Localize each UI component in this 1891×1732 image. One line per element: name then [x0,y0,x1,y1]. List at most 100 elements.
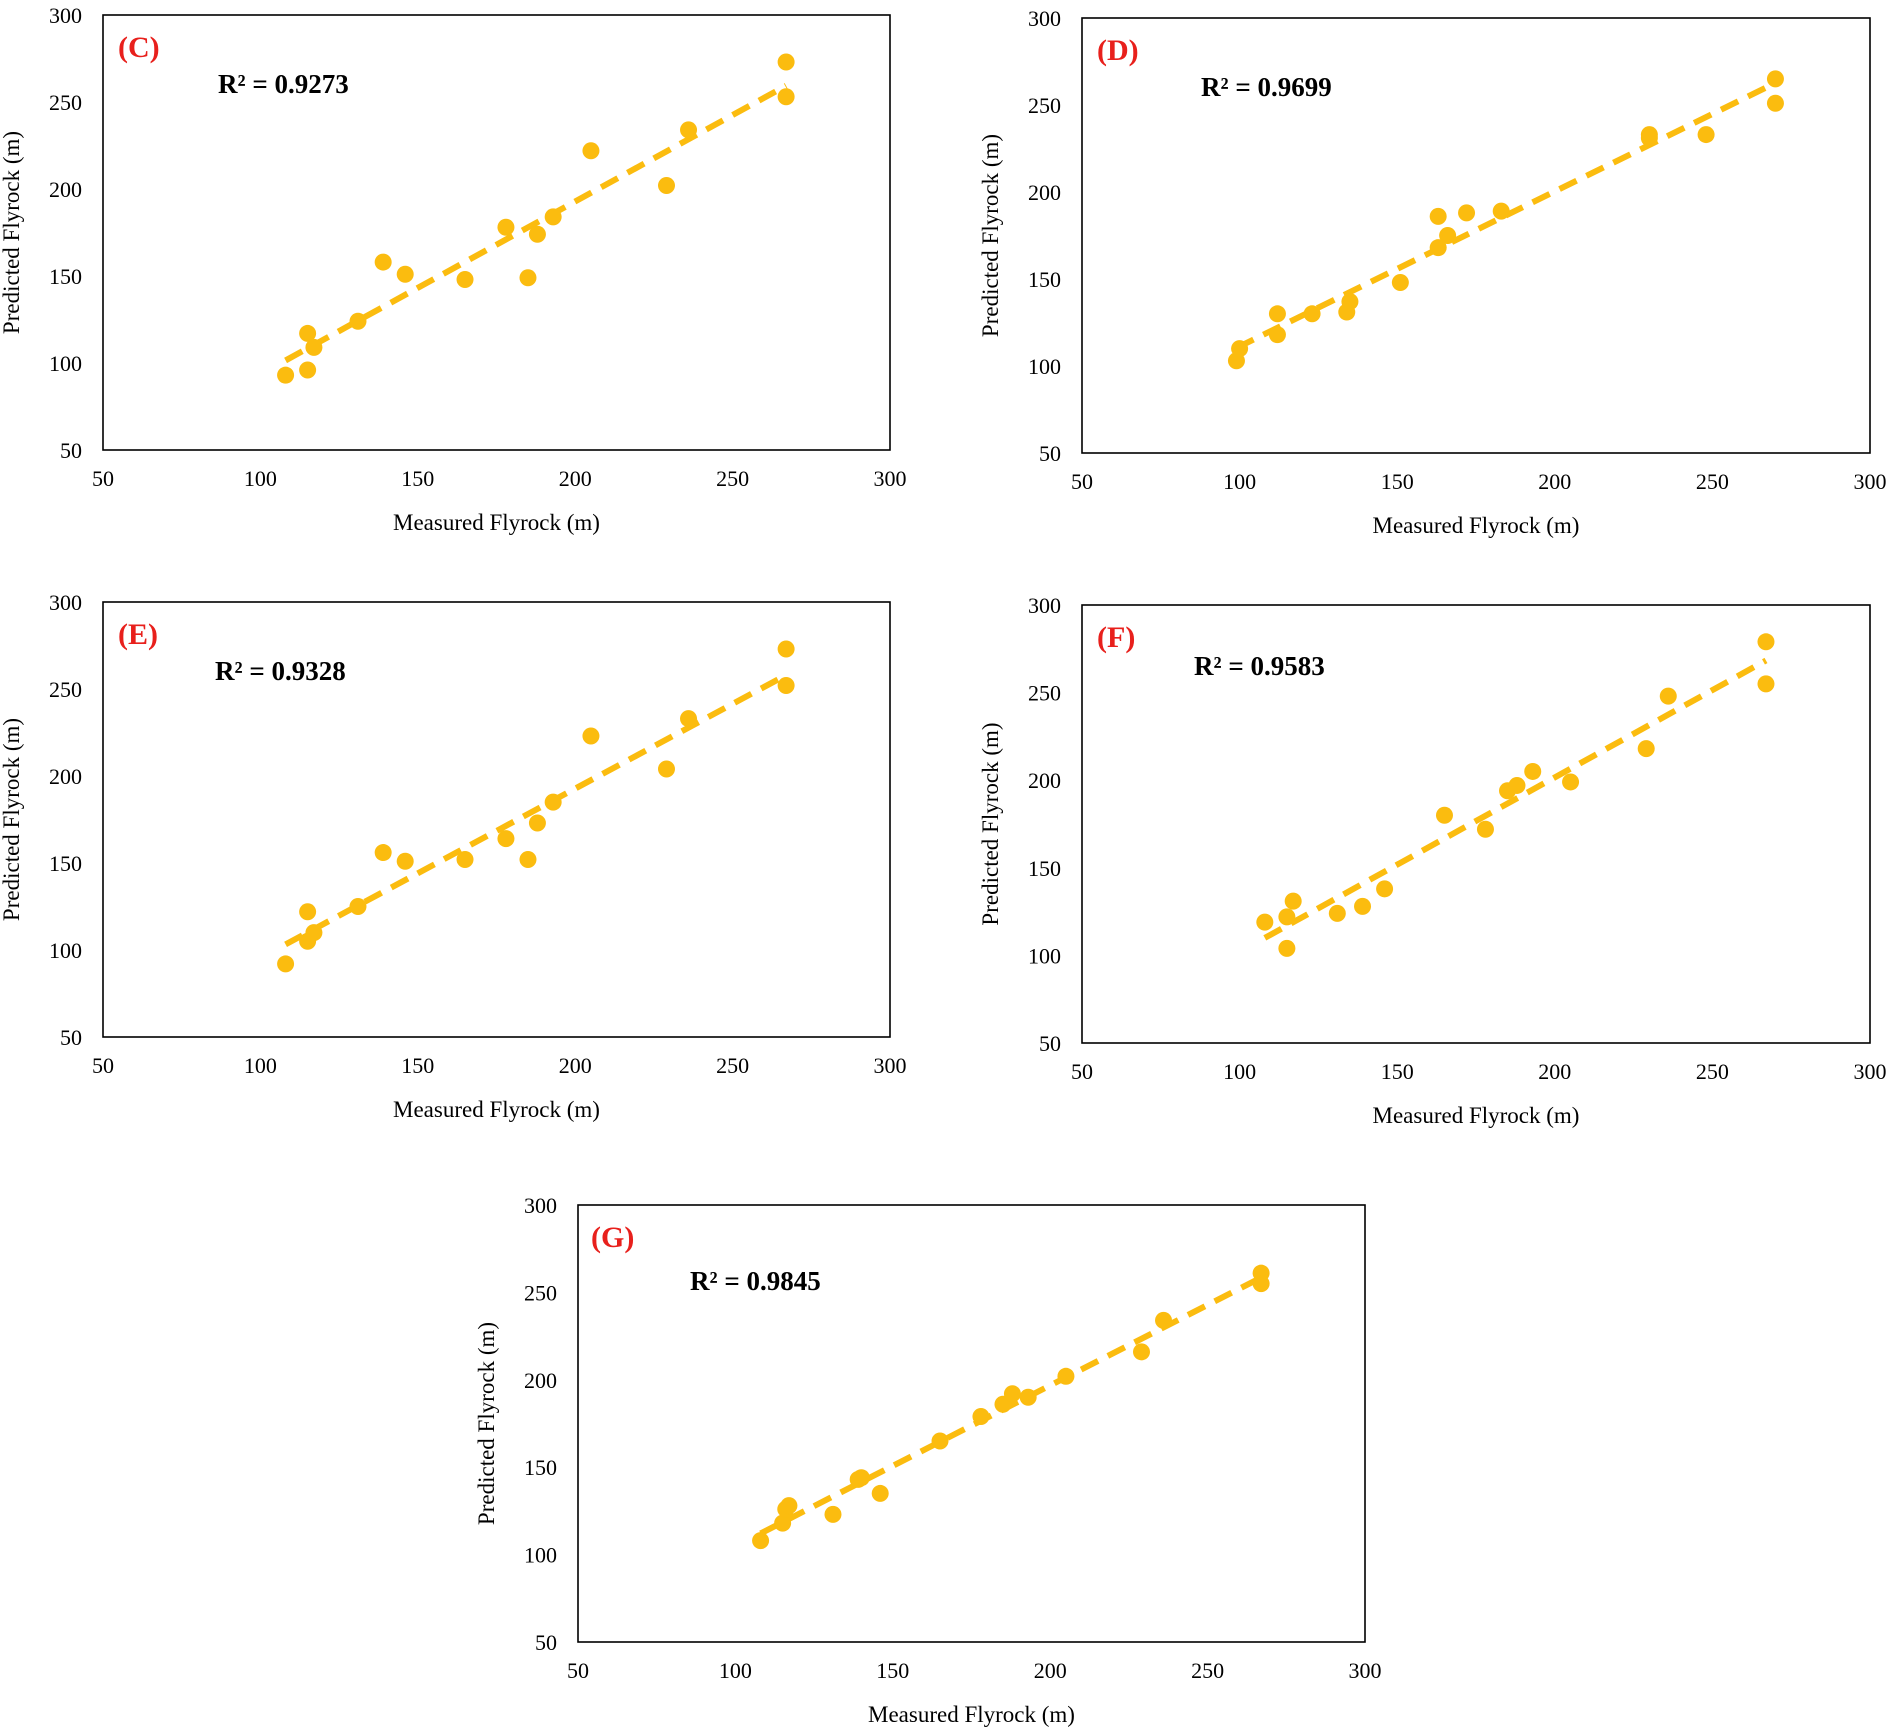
data-point [528,225,546,243]
y-tick-label: 250 [49,677,82,702]
data-point [1231,340,1249,358]
trend-line [1263,657,1768,941]
r-squared-label: R² = 0.9273 [218,69,349,99]
data-point [1429,207,1447,225]
data-point [824,1505,842,1523]
x-tick-label: 50 [1071,469,1093,494]
plot-area-frame [1081,17,1871,454]
x-tick-label: 250 [1191,1658,1224,1683]
data-point [396,265,414,283]
plot-area-frame [102,601,891,1038]
x-tick-label: 150 [401,1053,434,1078]
data-point [1508,776,1526,794]
panel-label: (G) [591,1221,634,1254]
data-point [1155,1311,1173,1329]
y-axis-label: Predicted Flyrock (m) [978,722,1003,925]
data-point [1256,913,1274,931]
r-squared-label: R² = 0.9845 [690,1266,821,1296]
data-point [519,269,537,287]
y-tick-label: 300 [1028,593,1061,618]
panel-label: (C) [118,31,160,64]
x-tick-label: 200 [559,466,592,491]
x-tick-label: 150 [1381,469,1414,494]
data-point [1659,687,1677,705]
r-squared-label: R² = 0.9328 [215,656,346,686]
x-axis-label: Measured Flyrock (m) [1373,513,1580,538]
data-point [852,1469,870,1487]
data-point [1354,897,1372,915]
data-point [1637,740,1655,758]
x-tick-label: 300 [1854,1059,1887,1084]
y-tick-label: 200 [49,177,82,202]
data-point [1278,908,1296,926]
y-tick-label: 150 [49,264,82,289]
data-point [1057,1367,1075,1385]
y-tick-label: 50 [1039,441,1061,466]
plot-area-frame [577,1204,1366,1643]
data-point [931,1432,949,1450]
y-tick-label: 150 [524,1455,557,1480]
data-point [1132,1343,1150,1361]
x-tick-label: 150 [1381,1059,1414,1084]
plot-area-frame [102,14,891,451]
data-point [774,1514,792,1532]
x-tick-label: 100 [244,466,277,491]
x-tick-label: 100 [1223,469,1256,494]
x-tick-label: 300 [1854,469,1887,494]
data-point [497,830,515,848]
x-axis-label: Measured Flyrock (m) [868,1702,1075,1727]
data-point [299,903,317,921]
y-tick-label: 250 [1028,681,1061,706]
chart-panel-2: 50 100 150 200 250 300 50 100 150 200 250 300 Measur… [978,6,1887,538]
data-point [657,177,675,195]
y-tick-label: 100 [49,938,82,963]
data-point [1328,904,1346,922]
trend-line [284,672,788,948]
data-point [349,312,367,330]
y-axis-label: Predicted Flyrock (m) [474,1322,499,1525]
data-point [277,366,295,384]
x-tick-label: 300 [1349,1658,1382,1683]
x-tick-label: 200 [559,1053,592,1078]
x-tick-label: 100 [244,1053,277,1078]
y-tick-label: 250 [49,90,82,115]
data-point [1268,326,1286,344]
data-point [777,677,795,695]
data-point [777,53,795,71]
y-axis-label: Predicted Flyrock (m) [978,134,1003,337]
y-tick-label: 250 [524,1280,557,1305]
x-tick-label: 300 [874,466,907,491]
y-tick-label: 50 [1039,1031,1061,1056]
data-point [456,270,474,288]
data-point [1284,892,1302,910]
data-point [1376,880,1394,898]
plot-area-frame [1081,604,1871,1044]
x-tick-label: 250 [716,466,749,491]
data-point [1524,762,1542,780]
panel-label: (F) [1097,621,1135,654]
y-tick-label: 300 [1028,6,1061,31]
data-point [1766,94,1784,112]
y-tick-label: 300 [49,590,82,615]
data-point [1303,305,1321,323]
y-tick-label: 50 [535,1630,557,1655]
r-squared-label: R² = 0.9583 [1194,651,1325,681]
data-point [305,924,323,942]
data-point [972,1408,990,1426]
data-point [1019,1388,1037,1406]
data-point [456,851,474,869]
y-tick-label: 150 [1028,856,1061,881]
data-point [305,338,323,356]
chart-panel-3: 50 100 150 200 250 300 50 100 150 200 250 300 Measur… [0,590,907,1122]
y-tick-label: 150 [49,851,82,876]
y-tick-label: 300 [524,1193,557,1218]
y-axis-label: Predicted Flyrock (m) [0,718,24,921]
y-tick-label: 200 [1028,768,1061,793]
x-axis-label: Measured Flyrock (m) [393,510,600,535]
x-tick-label: 50 [92,1053,114,1078]
data-point [1439,227,1457,244]
data-point [777,88,795,106]
data-point [396,852,414,870]
trend-line [284,83,788,364]
